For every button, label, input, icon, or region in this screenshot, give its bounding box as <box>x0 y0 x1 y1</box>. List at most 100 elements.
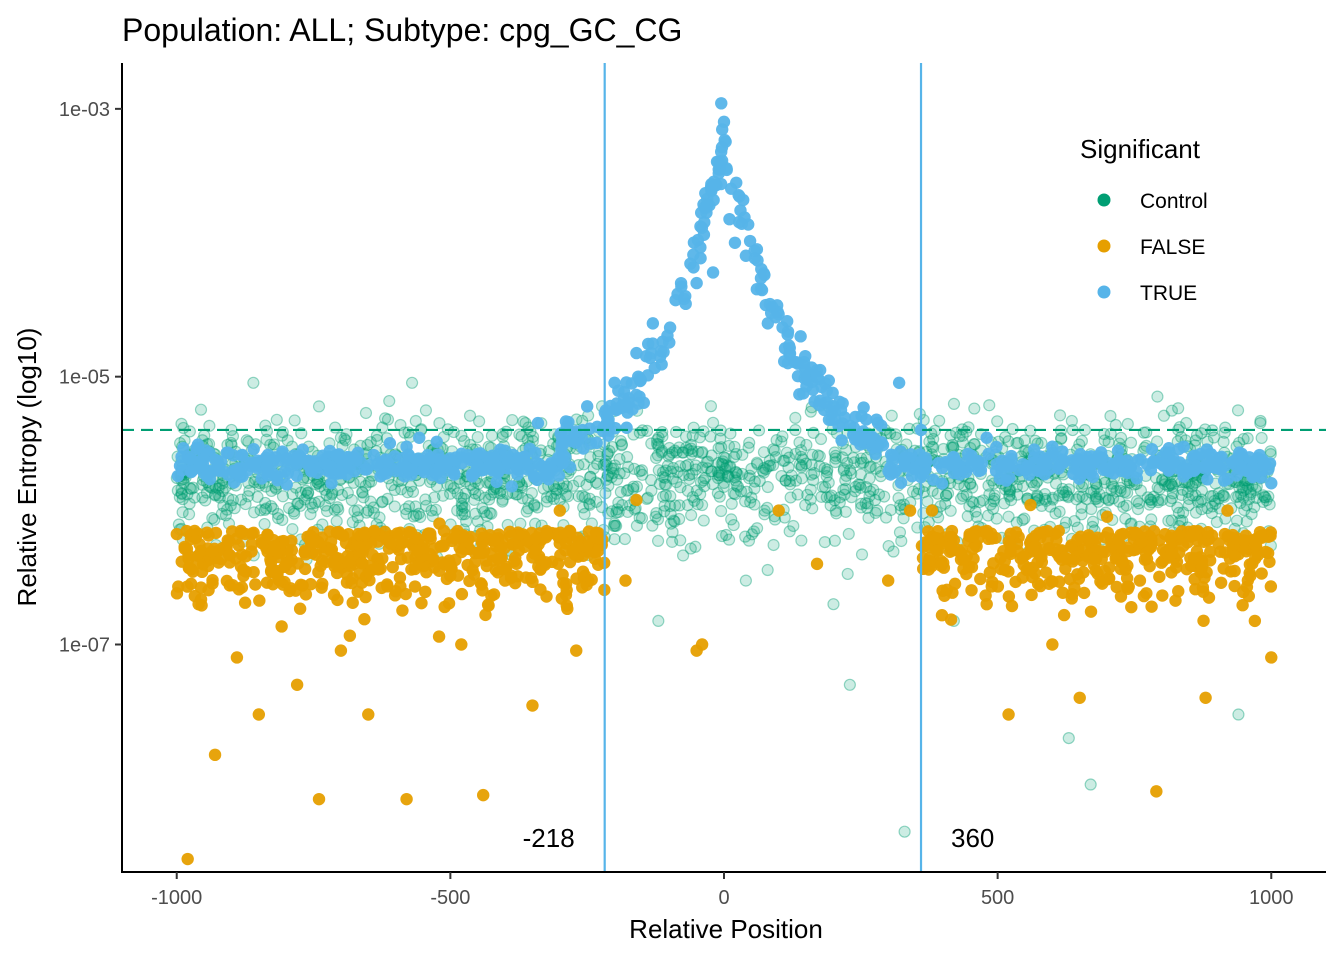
data-point-false <box>283 584 296 598</box>
data-point-control <box>616 499 629 512</box>
data-point-true <box>633 372 646 385</box>
data-point-control <box>419 404 433 417</box>
data-point-true <box>569 425 582 438</box>
data-point-control <box>729 488 742 501</box>
data-point-control <box>348 504 361 518</box>
data-point-control <box>258 517 271 531</box>
data-point-control <box>650 437 664 450</box>
data-point-control <box>843 678 856 691</box>
data-point-control <box>288 414 301 427</box>
data-point-control <box>240 434 253 447</box>
data-point-true <box>1052 462 1065 475</box>
data-point-control <box>941 487 955 500</box>
data-point-true <box>653 350 667 363</box>
data-point-control <box>745 491 758 504</box>
data-point-control <box>615 439 628 452</box>
boundary-label: 360 <box>951 823 994 853</box>
data-point-control <box>991 415 1004 428</box>
data-point-false <box>591 544 605 558</box>
data-point-control <box>757 446 771 459</box>
data-point-control <box>175 482 188 495</box>
data-point-false <box>358 613 371 626</box>
data-point-control <box>395 483 408 496</box>
data-point-false <box>695 638 709 651</box>
data-point-control <box>635 464 649 477</box>
data-point-control <box>731 468 744 481</box>
data-point-false <box>438 600 451 614</box>
data-point-control <box>651 433 664 446</box>
data-point-control <box>697 514 710 527</box>
data-point-control <box>804 483 817 496</box>
data-point-control <box>673 441 686 454</box>
data-point-true <box>1144 464 1158 477</box>
data-point-true <box>794 330 807 343</box>
data-point-true <box>888 466 901 479</box>
data-point-true <box>620 421 633 434</box>
data-point-true <box>630 346 643 360</box>
legend-swatch <box>1097 193 1111 207</box>
data-point-control <box>1195 484 1208 498</box>
data-point-control <box>763 459 777 472</box>
data-point-control <box>681 458 695 472</box>
data-point-control <box>684 542 697 555</box>
data-point-control <box>716 455 730 468</box>
data-point-control <box>799 499 812 512</box>
data-point-control <box>1162 514 1175 527</box>
data-point-control <box>456 508 469 521</box>
data-point-control <box>587 462 600 475</box>
data-point-control <box>783 525 796 538</box>
data-point-false <box>619 574 632 587</box>
data-point-true <box>1263 457 1277 470</box>
data-point-control <box>778 454 791 467</box>
data-point-true <box>580 400 594 413</box>
data-point-true <box>734 204 747 217</box>
data-point-control <box>859 496 872 510</box>
data-point-control <box>673 460 687 473</box>
data-point-control <box>1234 488 1248 501</box>
data-point-control <box>663 500 677 513</box>
data-point-true <box>249 456 262 470</box>
data-point-control <box>467 483 480 496</box>
data-point-control <box>419 493 432 506</box>
data-point-control <box>517 415 530 428</box>
data-point-control <box>282 501 296 515</box>
data-point-true <box>763 297 777 311</box>
data-point-false <box>1201 525 1215 539</box>
data-point-control <box>1238 503 1251 517</box>
data-point-control <box>677 468 690 482</box>
data-point-control <box>674 534 687 547</box>
data-point-control <box>701 455 715 468</box>
data-point-control <box>740 485 753 498</box>
data-point-control <box>872 488 886 501</box>
data-point-control <box>1152 496 1165 509</box>
data-point-true <box>290 469 304 483</box>
data-point-control <box>840 443 853 457</box>
data-point-control <box>329 421 342 434</box>
data-point-control <box>1180 416 1193 430</box>
data-point-true <box>648 361 661 375</box>
data-point-control <box>1185 480 1199 493</box>
data-point-control <box>739 530 752 543</box>
data-point-false <box>1004 527 1017 541</box>
data-point-control <box>681 484 694 497</box>
data-point-control <box>947 440 960 454</box>
data-point-false <box>315 581 328 594</box>
data-point-control <box>1121 417 1134 431</box>
data-point-control <box>785 469 798 482</box>
data-point-control <box>1206 500 1219 513</box>
data-point-false <box>245 545 258 558</box>
data-point-control <box>815 490 828 503</box>
data-point-control <box>1031 490 1044 503</box>
data-point-control <box>658 471 671 484</box>
data-point-true <box>350 454 363 467</box>
data-point-false <box>1071 568 1084 581</box>
data-point-false <box>983 566 997 579</box>
data-point-control <box>893 526 907 539</box>
x-axis-title: Relative Position <box>629 914 823 944</box>
data-point-control <box>808 467 821 480</box>
data-point-control <box>743 469 756 482</box>
data-point-false <box>931 544 945 557</box>
data-point-true <box>203 472 217 486</box>
data-point-control <box>1118 485 1131 498</box>
data-point-control <box>468 493 481 506</box>
